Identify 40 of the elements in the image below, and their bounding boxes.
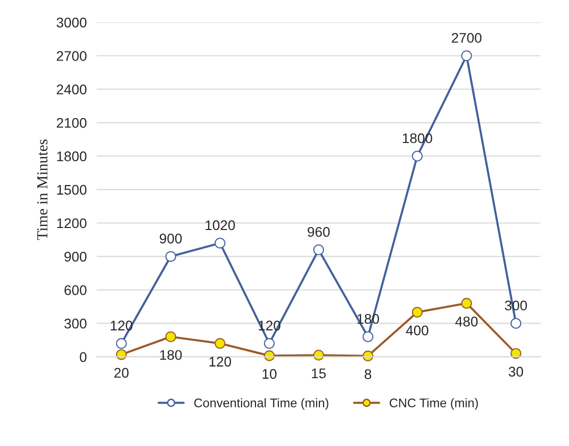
data-label: 15 — [312, 368, 326, 378]
y-tick-label: 900 — [64, 252, 86, 262]
y-tick-label: 300 — [64, 318, 86, 329]
data-label: 120 — [209, 356, 232, 367]
y-tick-label: 600 — [64, 285, 86, 296]
point — [313, 244, 324, 256]
point — [510, 318, 522, 329]
point — [412, 150, 423, 162]
data-label: 400 — [406, 326, 428, 336]
y-tick-label: 2700 — [56, 51, 86, 61]
data-label: 8 — [364, 369, 372, 380]
point — [116, 338, 127, 349]
legend-label: CNC Time (min) — [390, 398, 478, 410]
point — [165, 331, 176, 342]
y-tick-label: 2100 — [56, 118, 86, 128]
data-label: 20 — [114, 368, 129, 378]
y-tick-label: 1800 — [57, 151, 86, 162]
data-label: 2700 — [452, 32, 482, 43]
point — [461, 50, 472, 62]
point — [214, 338, 226, 349]
y-tick-label: 1200 — [57, 218, 86, 228]
data-label: 10 — [262, 369, 277, 379]
data-label: 960 — [308, 226, 330, 237]
data-label: 180 — [160, 350, 182, 360]
y-axis-title: Time in Minutes — [37, 139, 48, 240]
data-label: 30 — [508, 366, 524, 377]
point — [165, 251, 176, 262]
point — [362, 331, 374, 342]
y-tick-label: 3000 — [56, 18, 86, 28]
y-tick-label: 2400 — [56, 84, 86, 94]
legend-label: Conventional Time (min) — [194, 398, 328, 410]
point — [214, 238, 226, 248]
point — [461, 298, 472, 309]
point — [264, 338, 275, 349]
data-label: 480 — [455, 316, 478, 326]
y-tick-label: 0 — [80, 352, 86, 362]
point — [412, 306, 423, 318]
data-label: 1020 — [206, 220, 235, 230]
y-tick-label: 1500 — [57, 184, 86, 195]
data-label: 900 — [160, 234, 182, 244]
